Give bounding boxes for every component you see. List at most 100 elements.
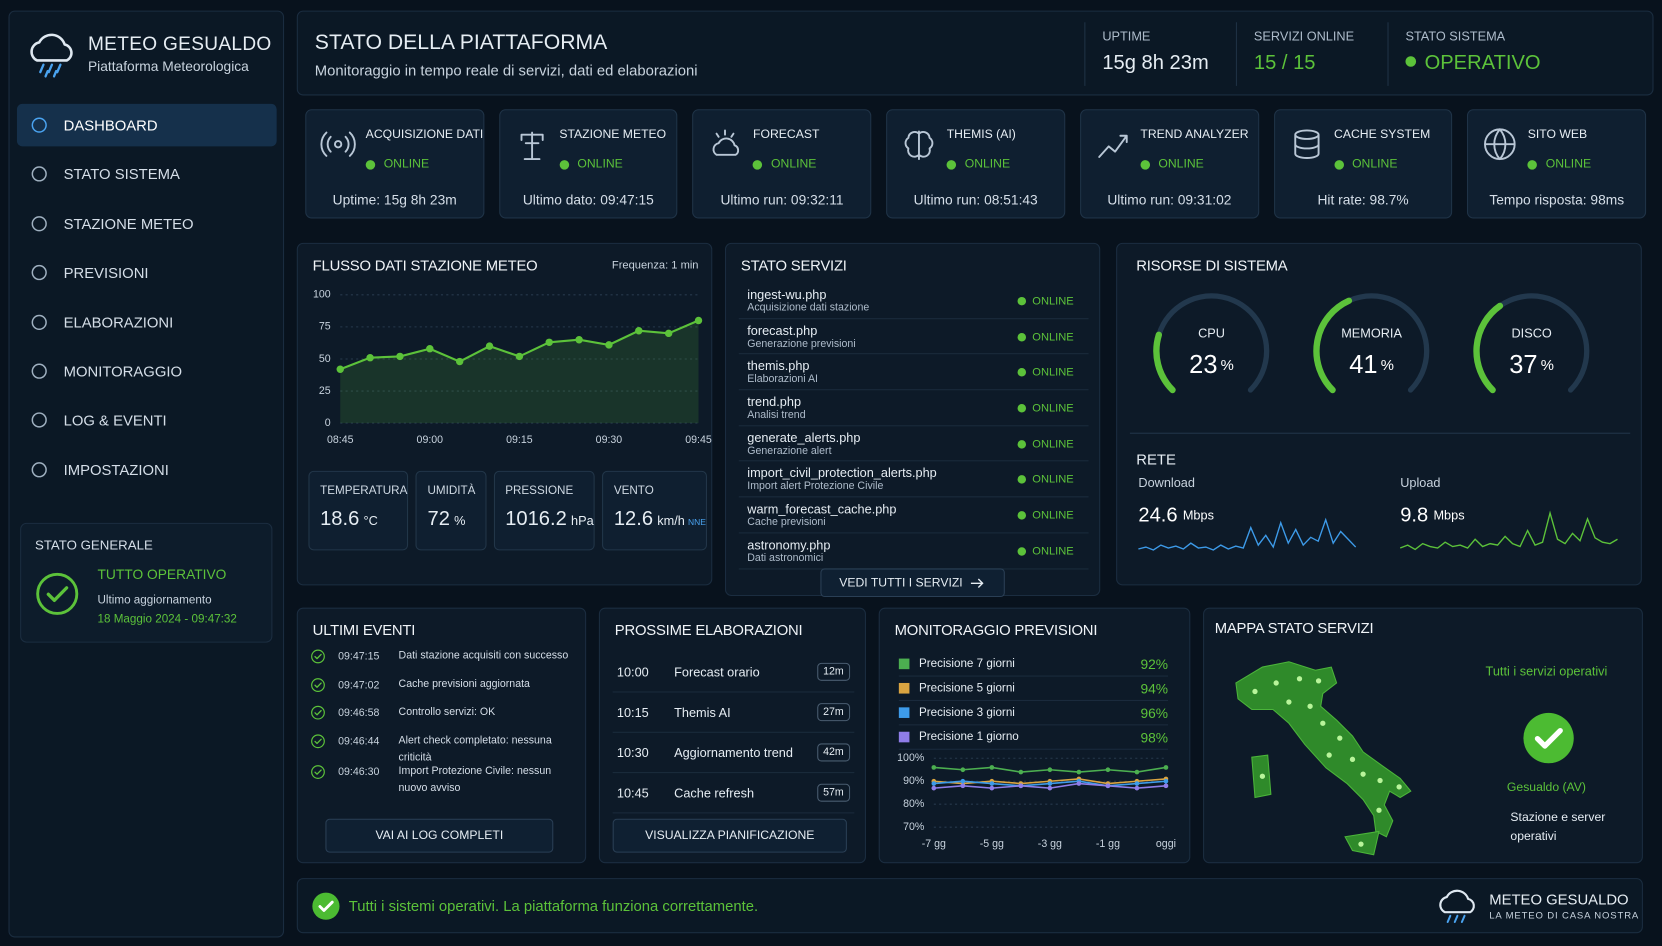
service-status: ONLINE [1017, 295, 1074, 308]
point [1105, 767, 1111, 773]
point [426, 345, 434, 353]
metric-unit: °C [363, 513, 378, 529]
x-tick-label: oggi [1156, 838, 1176, 850]
separator [1129, 432, 1631, 434]
legend-row: Precisione 1 giorno 98% [898, 725, 1169, 750]
y-tick-label: 0 [325, 417, 331, 429]
panel-title: PROSSIME ELABORAZIONI [614, 621, 803, 639]
point [1134, 769, 1140, 775]
brand-title: METEO GESUALDO [87, 32, 272, 55]
module-name: THEMIS (AI) [946, 128, 1016, 142]
nav-item[interactable]: IMPOSTAZIONI [17, 448, 277, 490]
service-row: ingest-wu.php Acquisizione dati stazione O… [738, 283, 1089, 319]
service-name: trend.php [747, 394, 802, 410]
nav-item[interactable]: DASHBOARD [16, 103, 277, 147]
status-dot [753, 159, 763, 170]
footer-brand: METEO GESUALDO [1489, 890, 1629, 908]
nav-icon [31, 265, 47, 281]
map-check [1523, 712, 1574, 764]
nav-label: STATO SISTEMA [63, 165, 180, 183]
module-icon-shape [713, 129, 740, 156]
point [635, 327, 643, 335]
service-description: Acquisizione dati stazione [747, 302, 870, 314]
point [694, 316, 703, 325]
status-dot [559, 159, 569, 170]
service-status-text: ONLINE [1032, 544, 1074, 558]
legend-swatch [898, 682, 910, 694]
module-name: SITO WEB [1527, 128, 1588, 142]
button-label: VAI AI LOG COMPLETI [375, 829, 504, 843]
nav-label: IMPOSTAZIONI [63, 461, 169, 479]
metric-value: 72% [427, 508, 485, 531]
metric-tile: PRESSIONE 1016.2 hPa [493, 470, 595, 551]
event-row: 09:46:58 Controllo servizi: OK [311, 705, 580, 735]
metric-value: 12.6 km/h NNE [614, 508, 706, 531]
point [396, 352, 404, 361]
module-name: CACHE SYSTEM [1334, 128, 1431, 142]
check-icon [311, 705, 325, 720]
nav-item[interactable]: ELABORAZIONI [17, 301, 277, 343]
point [931, 785, 937, 791]
net-value: 9.8 Mbps [1400, 505, 1464, 527]
brand-subtitle: Piattaforma Meteorologica [87, 58, 249, 75]
module-status-text: ONLINE [383, 158, 430, 171]
schedule-name: Forecast orario [674, 664, 760, 680]
nav-icon-shape [31, 412, 47, 428]
status-dot [1017, 368, 1026, 377]
nav-item[interactable]: STAZIONE METEO [17, 202, 277, 244]
module-name: TREND ANALYZER [1140, 128, 1249, 142]
forecast-chart: 70% 80% 90% 100% -7 gg -5 gg -3 gg -1 gg oggi [897, 752, 1176, 850]
schedule-eta: 57m [816, 783, 851, 802]
schedule-eta: 27m [816, 703, 851, 722]
arrow-icon [971, 578, 984, 588]
x-tick-label: -1 gg [1096, 838, 1120, 850]
schedule-button[interactable]: VISUALIZZA PIANIFICAZIONE [612, 818, 847, 853]
schedule-time: 10:45 [616, 785, 649, 801]
x-tick-label: 08:45 [327, 434, 354, 446]
flow-panel: FLUSSO DATI STAZIONE METEO Frequenza: 1 … [296, 242, 713, 586]
nav-item[interactable]: STATO SISTEMA [17, 153, 277, 195]
point [1076, 769, 1082, 775]
event-time: 09:46:58 [338, 707, 380, 720]
nav-item[interactable]: MONITORAGGIO [17, 350, 277, 392]
header-stat: SERVIZI ONLINE 15 / 15 [1235, 22, 1388, 86]
service-status-text: ONLINE [1032, 437, 1074, 451]
check-ring [311, 677, 325, 692]
metric-value: 1016.2 hPa [505, 508, 593, 531]
legend-row: Precisione 3 giorni 96% [898, 701, 1169, 726]
weather-metrics: TEMPERATURA 18.6 °C UMIDITÀ 72% PRESSIONE 1016… [308, 470, 707, 551]
point [575, 336, 583, 344]
metric-number: 72 [427, 507, 450, 531]
panel-title: MONITORAGGIO PREVISIONI [894, 621, 1098, 639]
nav-icon [31, 215, 47, 232]
gauge-value [1153, 331, 1176, 394]
gauge-unit: % [1221, 358, 1234, 374]
module-icon-shape [1484, 128, 1516, 161]
gauge-label: MEMORIA [1341, 325, 1402, 340]
nav-icon-shape [31, 117, 47, 133]
event-time: 09:46:44 [338, 735, 380, 748]
sparkline [1138, 517, 1357, 551]
check-mark [314, 709, 322, 716]
metric-label: VENTO [613, 484, 654, 498]
point [455, 357, 464, 366]
nav-item[interactable]: PREVISIONI [17, 252, 277, 294]
header-stat: UPTIME 15g 8h 23m [1084, 22, 1236, 86]
schedule-panel: PROSSIME ELABORAZIONI 10:00 Forecast orar… [598, 607, 866, 864]
event-row: 09:46:44 Alert check completato: nessuna … [311, 733, 580, 766]
services-button[interactable]: VEDI TUTTI I SERVIZI [820, 568, 1005, 598]
stat-label: STATO SISTEMA [1405, 28, 1506, 44]
schedule-eta: 12m [816, 662, 851, 681]
x-tick-label: -5 gg [980, 838, 1004, 850]
events-list: 09:47:15 Dati stazione acquisiti con succ… [311, 649, 580, 797]
x-tick-label: 09:15 [506, 434, 533, 446]
point [960, 778, 966, 784]
map-status: Tutti i servizi operativi [1485, 663, 1608, 679]
check-icon [311, 764, 325, 779]
nav-item[interactable]: LOG & EVENTI [17, 399, 277, 441]
nav-icon-shape [31, 363, 47, 379]
point [989, 781, 995, 786]
module-icon-shape [1098, 134, 1128, 158]
header-stats: UPTIME 15g 8h 23m SERVIZI ONLINE 15 / 15 STA… [1084, 22, 1634, 86]
events-button[interactable]: VAI AI LOG COMPLETI [325, 818, 554, 853]
